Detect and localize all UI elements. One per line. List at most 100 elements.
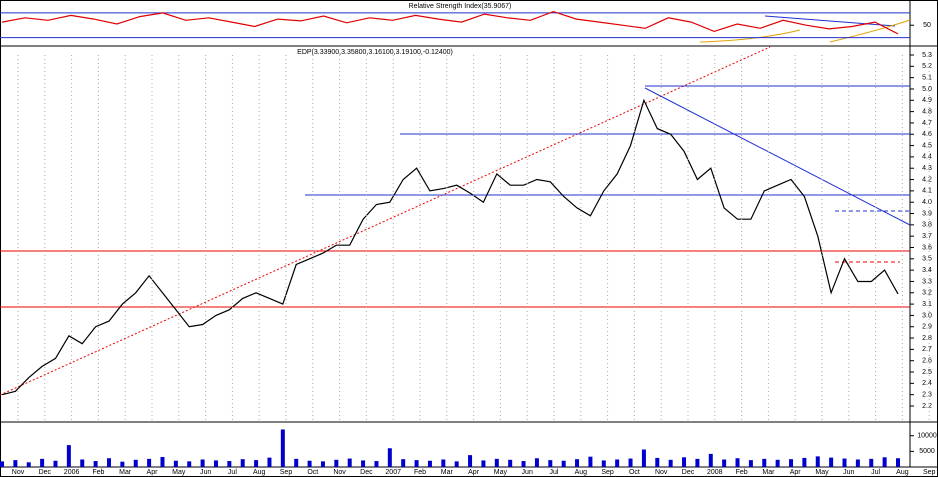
- volume-bar: [802, 457, 807, 467]
- volume-bar: [815, 456, 820, 467]
- rsi-line: [1, 10, 899, 35]
- y-tick-label: 3.3: [922, 278, 932, 285]
- x-tick-label: Sep: [923, 469, 936, 476]
- volume-bar: [789, 459, 794, 467]
- x-tick-label: Feb: [736, 469, 748, 476]
- volume-bar: [882, 457, 887, 467]
- volume-bar: [26, 462, 31, 467]
- volume-bar: [173, 460, 178, 467]
- volume-bar: [722, 459, 727, 467]
- volume-bar: [655, 457, 660, 467]
- x-tick-label: Sep: [601, 469, 614, 476]
- volume-bar: [775, 459, 780, 467]
- y-tick-label: 2.8: [922, 335, 932, 342]
- volume-bar: [748, 460, 753, 467]
- x-tick-label: Jun: [200, 469, 211, 476]
- y-tick-label: 3.7: [922, 233, 932, 240]
- volume-bar: [254, 460, 259, 467]
- x-tick-label: Jun: [843, 469, 854, 476]
- y-tick-label: 5000: [919, 448, 935, 455]
- volume-bar: [414, 460, 419, 467]
- volume-bar: [427, 460, 432, 467]
- y-tick-label: 4.4: [922, 154, 932, 161]
- volume-bar: [53, 460, 58, 467]
- x-tick-label: Feb: [92, 469, 104, 476]
- y-tick-label: 5.1: [922, 74, 932, 81]
- x-tick-label: Aug: [253, 469, 266, 476]
- y-tick-label: 4.1: [922, 188, 932, 195]
- y-tick-label: 2.2: [922, 403, 932, 410]
- y-tick-label: 10000: [917, 433, 937, 440]
- y-tick-label: 4.5: [922, 142, 932, 149]
- x-tick-label: Oct: [307, 469, 318, 476]
- volume-bar: [735, 458, 740, 467]
- y-tick-label: 2.3: [922, 392, 932, 399]
- y-tick-label: 4.3: [922, 165, 932, 172]
- y-tick-label: 2.5: [922, 369, 932, 376]
- x-tick-label: 2007: [385, 469, 401, 476]
- x-tick-label: May: [494, 469, 508, 476]
- volume-bar: [227, 461, 232, 467]
- y-tick-label: 5.2: [922, 63, 932, 70]
- x-tick-label: Nov: [333, 469, 346, 476]
- volume-bar: [347, 458, 352, 467]
- price-line: [1, 98, 899, 396]
- y-tick-label: 3.2: [922, 290, 932, 297]
- x-tick-label: Aug: [575, 469, 588, 476]
- y-tick-label: 2.9: [922, 324, 932, 331]
- x-tick-label: Apr: [468, 469, 480, 476]
- y-tick-label: 4.6: [922, 131, 932, 138]
- y-tick-label: 2.4: [922, 380, 932, 387]
- volume-bar: [762, 458, 767, 467]
- y-tick-label: 3.8: [922, 222, 932, 229]
- volume-bar: [454, 461, 459, 467]
- y-tick-label: 4.9: [922, 97, 932, 104]
- x-tick-label: Feb: [414, 469, 426, 476]
- x-tick-label: 2008: [707, 469, 723, 476]
- y-tick-label: 3.1: [922, 301, 932, 308]
- rsi-trend-line: [764, 15, 896, 27]
- x-tick-label: Apr: [147, 469, 159, 476]
- volume-bar: [120, 461, 125, 467]
- y-tick-label: 50: [923, 22, 931, 29]
- y-tick-label: 2.6: [922, 358, 932, 365]
- volume-bar: [682, 457, 687, 467]
- volume-bar: [106, 458, 111, 467]
- x-tick-label: Nov: [655, 469, 668, 476]
- volume-bar: [615, 459, 620, 467]
- x-tick-label: Mar: [762, 469, 775, 476]
- volume-bar: [869, 458, 874, 467]
- trend-line: [644, 87, 911, 226]
- y-tick-label: 3.9: [922, 210, 932, 217]
- volume-bar: [401, 459, 406, 467]
- volume-bar: [708, 453, 713, 467]
- volume-bar: [374, 461, 379, 467]
- volume-bar: [147, 458, 152, 467]
- x-tick-label: Nov: [12, 469, 25, 476]
- volume-bar: [534, 458, 539, 467]
- x-tick-label: Mar: [119, 469, 132, 476]
- x-tick-label: Dec: [360, 469, 373, 476]
- x-tick-label: Jun: [522, 469, 533, 476]
- volume-bar: [66, 445, 71, 467]
- volume-bar: [588, 456, 593, 467]
- volume-bar: [133, 459, 138, 467]
- volume-bar: [200, 459, 205, 467]
- volume-bar: [294, 458, 299, 467]
- volume-bar: [307, 460, 312, 467]
- volume-bar: [361, 460, 366, 467]
- volume-bar: [896, 458, 900, 467]
- volume-bar: [548, 460, 553, 467]
- volume-bar: [601, 460, 606, 467]
- volume-bar: [213, 460, 218, 467]
- x-tick-label: Jul: [871, 469, 880, 476]
- volume-bar: [187, 461, 192, 467]
- volume-bar: [695, 458, 700, 467]
- volume-bar: [855, 459, 860, 467]
- volume-bar: [320, 461, 325, 467]
- volume-bar: [575, 459, 580, 467]
- volume-bar: [267, 457, 272, 467]
- x-tick-label: Mar: [441, 469, 454, 476]
